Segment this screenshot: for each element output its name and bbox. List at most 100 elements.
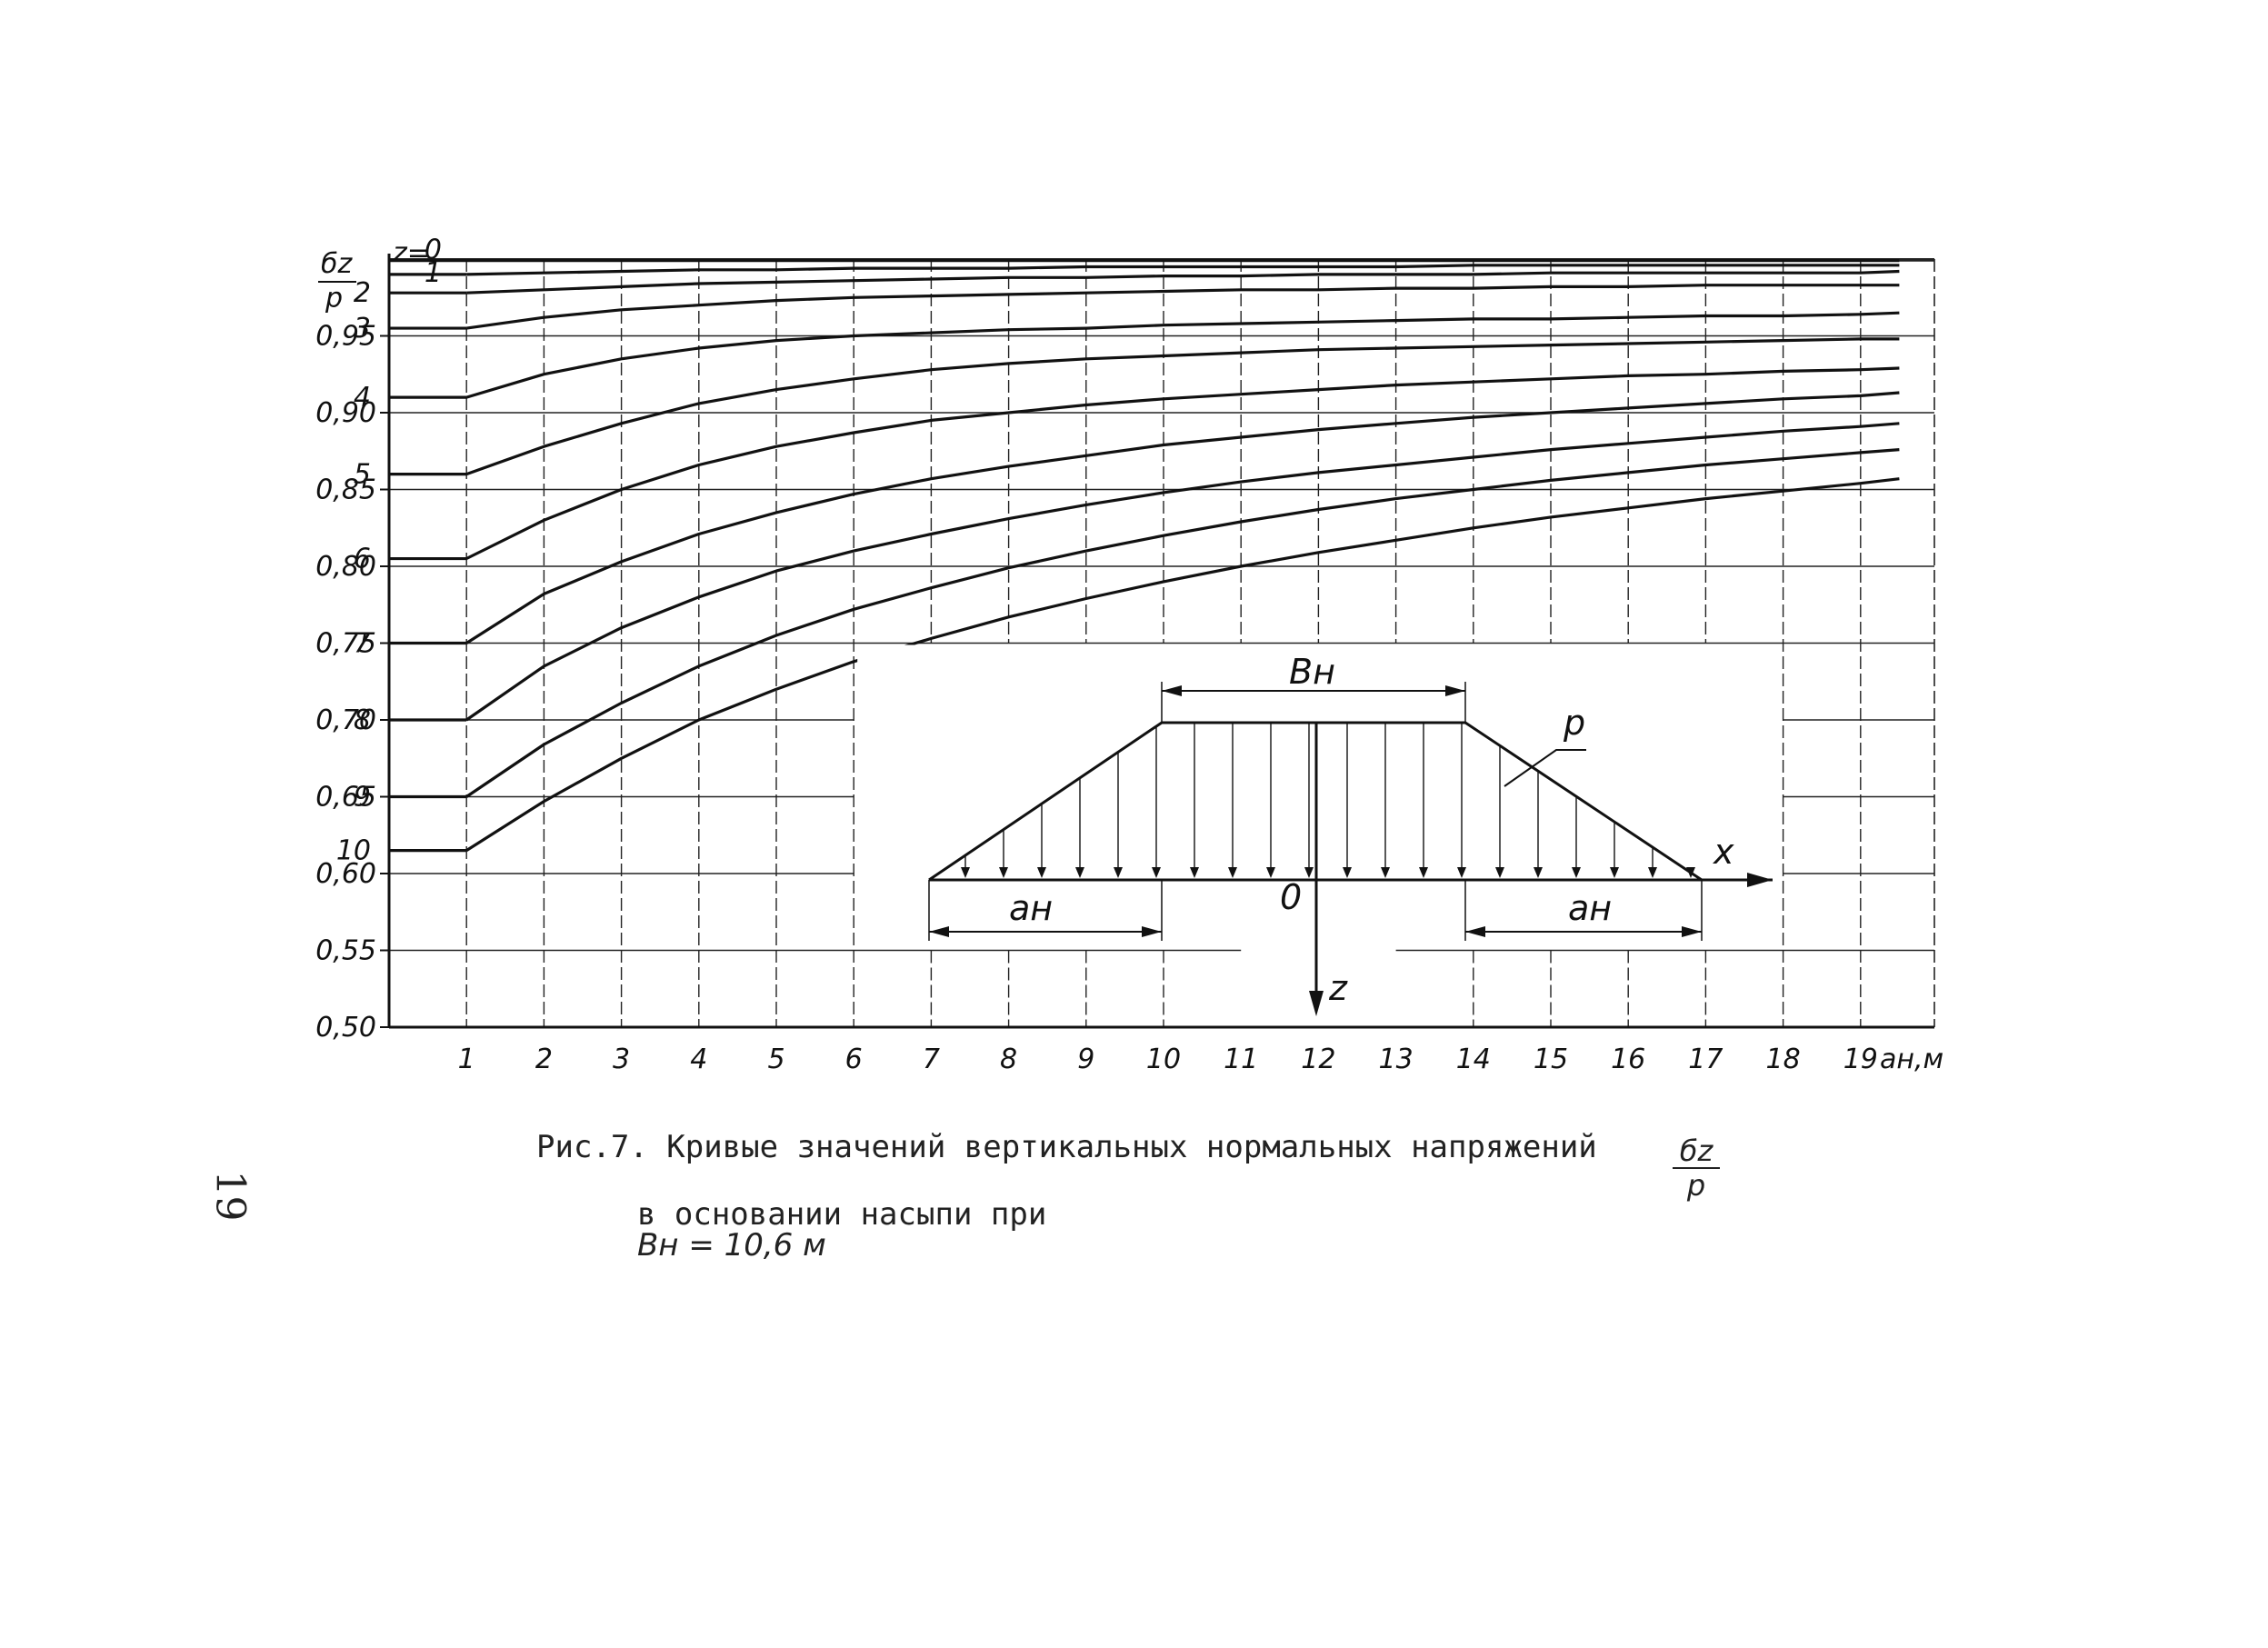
caption-fraction: бz p (1673, 1134, 1720, 1202)
series-curve-z3 (465, 284, 1900, 330)
load-arrowhead (1572, 867, 1581, 878)
y-tick-label: 0,75 (315, 628, 376, 660)
load-arrowhead (1381, 867, 1390, 878)
series-curve-z9 (465, 448, 1900, 798)
series-curve-z8 (465, 422, 1900, 722)
curve-label-z0: 0 (425, 235, 442, 266)
inset-label-origin: 0 (1280, 877, 1302, 917)
curve-label-z4: 4 (354, 382, 371, 414)
dimension-top-arrow-left (1162, 685, 1182, 696)
load-arrowhead (1610, 867, 1619, 878)
series-curve-z5 (465, 337, 1900, 476)
caption-fraction-numerator: бz (1673, 1134, 1720, 1169)
dimension-right-arrow-right (1682, 926, 1702, 937)
load-arrowhead (1152, 867, 1161, 878)
x-tick-label: 18 (1766, 1044, 1801, 1075)
x-tick-label: 10 (1146, 1044, 1181, 1075)
load-arrowhead (1343, 867, 1352, 878)
x-tick-label: 2 (535, 1044, 553, 1075)
inset-x-arrow (1747, 873, 1773, 887)
load-arrowhead (1534, 867, 1543, 878)
dimension-left-arrow-right (1142, 926, 1162, 937)
curve-label-z3: 3 (354, 313, 371, 345)
series-curve-z7 (465, 391, 1900, 644)
series-curve-z10 (465, 477, 1900, 852)
x-tick-label: 3 (613, 1044, 630, 1075)
load-arrowhead (1037, 867, 1046, 878)
load-arrowhead (1457, 867, 1466, 878)
page-number: 19 (206, 1170, 254, 1222)
curve-labels: 01 2 3 4 5 6 7 8 9 10 (336, 235, 442, 867)
y-tick-label: 0,50 (315, 1012, 376, 1044)
dimension-top-arrow-right (1445, 685, 1465, 696)
inset-label-an-right: aн (1568, 888, 1612, 928)
x-tick-label: 14 (1456, 1044, 1491, 1075)
load-arrowhead (1648, 867, 1657, 878)
load-arrowhead (1266, 867, 1275, 878)
x-tick-label: 17 (1688, 1044, 1723, 1075)
x-tick-label: 15 (1534, 1044, 1568, 1075)
inset-label-z: z (1328, 968, 1348, 1008)
x-tick-label: 12 (1301, 1044, 1335, 1075)
figure-caption-line1: Рис.7. Кривые значений вертикальных норм… (536, 1129, 1597, 1165)
y-axis-label-numerator: бz (321, 248, 354, 280)
series-lines (389, 259, 1900, 853)
curve-label-z2: 2 (354, 277, 371, 309)
series-curve-z6 (465, 366, 1900, 560)
y-axis-label-denominator: p (325, 283, 343, 315)
x-tick-label: 13 (1379, 1044, 1414, 1075)
series-curve-z4 (465, 311, 1900, 399)
x-tick-label: 4 (690, 1044, 707, 1075)
load-arrowhead (1228, 867, 1237, 878)
series-curve-z2 (466, 269, 1900, 295)
load-arrowhead (961, 867, 970, 878)
y-tick-label: 0,70 (315, 704, 376, 736)
inset-label-an-left: aн (1009, 888, 1053, 928)
y-tick-label: 0,85 (315, 474, 376, 506)
x-axis-label: aн,м (1880, 1044, 1943, 1075)
curve-label-z7: 7 (354, 628, 371, 660)
inset-z-arrow (1309, 991, 1324, 1016)
load-arrowhead (1114, 867, 1123, 878)
figure-caption-line2: в основании насыпи при Bн = 10,6 м (600, 1168, 1046, 1261)
figure-caption-line2-text: в основании насыпи при (636, 1196, 1047, 1233)
inset-label-x: x (1713, 832, 1734, 872)
curve-label-z6: 6 (354, 544, 371, 575)
tick-labels: 0,50 0,55 0,60 0,65 0,70 0,75 0,80 0,85 0,90 0,95… (315, 321, 1878, 1076)
load-arrowhead (1190, 867, 1199, 878)
x-tick-label: 5 (767, 1044, 784, 1075)
y-tick-label: 0,55 (315, 935, 376, 967)
x-tick-label: 6 (845, 1044, 863, 1075)
curve-label-z8: 8 (354, 704, 371, 736)
caption-fraction-denominator: p (1686, 1168, 1706, 1203)
load-arrowhead (1075, 867, 1084, 878)
curve-label-z10: 10 (336, 835, 371, 867)
x-tick-label: 19 (1843, 1044, 1878, 1075)
x-tick-label: 9 (1077, 1044, 1094, 1075)
inset-label-bn: Bн (1289, 652, 1335, 692)
load-pointer (1504, 749, 1586, 787)
inset-label-p: p (1563, 703, 1585, 743)
axes (380, 254, 1934, 1029)
y-tick-label: 0,65 (315, 782, 376, 814)
curve-label-z1: 1 (425, 257, 442, 289)
curve-label-z5: 5 (354, 459, 371, 491)
x-tick-label: 16 (1611, 1044, 1645, 1075)
y-tick-label: 0,60 (315, 858, 376, 890)
curve-label-z9: 9 (354, 782, 371, 814)
x-tick-label: 11 (1224, 1044, 1258, 1075)
series-curve-z1 (466, 264, 1900, 276)
load-arrowhead (1686, 867, 1695, 878)
embankment-inset: Bн p x z 0 aн aн (857, 644, 1780, 1016)
load-arrowhead (1304, 867, 1314, 878)
y-tick-label: 0,80 (315, 551, 376, 583)
curve-key-prefix: z= (392, 237, 430, 269)
x-tick-label: 8 (1000, 1044, 1017, 1075)
load-arrowhead (1495, 867, 1504, 878)
dimension-right-arrow-left (1465, 926, 1485, 937)
y-tick-label: 0,90 (315, 397, 376, 429)
figure-caption-line2-var: Bн = 10,6 м (636, 1227, 826, 1263)
x-tick-label: 1 (458, 1044, 475, 1075)
dimension-left-arrow-left (929, 926, 949, 937)
